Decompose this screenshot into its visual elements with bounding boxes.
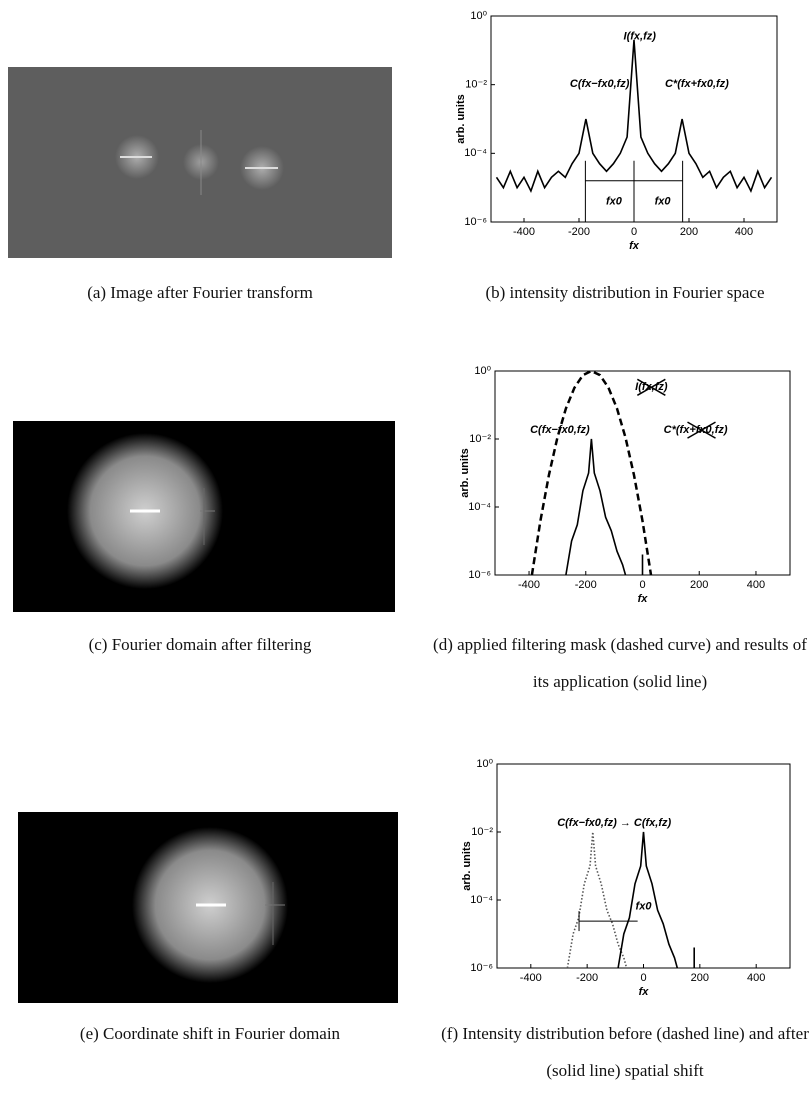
image-a (8, 67, 392, 258)
annotation: C*(fx+fx0,fz) (665, 78, 729, 90)
x-tick-label: 400 (747, 579, 765, 591)
y-tick-label: 10⁻⁶ (464, 216, 487, 228)
series-line (617, 831, 679, 969)
plot: 10⁰ 10⁻² 10⁻⁴ 10⁻⁶ -400 -200 0 200 400 arb. units… (461, 758, 791, 998)
cross (636, 378, 666, 396)
series-line (565, 438, 627, 576)
x-tick-label: 200 (690, 579, 708, 591)
series-line (566, 831, 628, 969)
cross (687, 421, 716, 439)
y-tick-label: 10⁻⁴ (464, 147, 487, 159)
caption: (f) Intensity distribution before (dashe… (441, 1024, 809, 1080)
image-c (13, 421, 395, 612)
annotation: fx0 (636, 901, 653, 913)
image-e (18, 812, 398, 1003)
x-tick-label: -400 (520, 972, 542, 984)
y-tick-label: 10⁰ (470, 10, 487, 22)
plot-frame (494, 370, 791, 576)
annotation: C*(fx+fx0,fz) (664, 424, 728, 436)
plot: 10⁰ 10⁻² 10⁻⁴ 10⁻⁶ -400 -200 0 200 400 arb. units… (459, 365, 791, 605)
y-axis-label: arb. units (455, 94, 467, 144)
annotation: fx0 (655, 195, 672, 207)
annotation: C(fx−fx0,fz) (530, 424, 590, 436)
caption: (a) Image after Fourier transform (87, 283, 313, 302)
plot: 10⁰ 10⁻² 10⁻⁴ 10⁻⁶ -400 -200 0 200 400 arb. units… (455, 10, 778, 252)
x-tick-label: 0 (640, 972, 646, 984)
y-axis-label: arb. units (459, 448, 471, 498)
x-tick-label: 0 (639, 579, 645, 591)
y-tick-label: 10⁻⁶ (470, 962, 493, 974)
x-axis-label: fx (639, 986, 650, 998)
x-tick-label: 200 (691, 972, 709, 984)
x-axis-label: fx (638, 593, 649, 605)
x-tick-label: 0 (631, 226, 637, 238)
x-tick-label: -400 (518, 579, 540, 591)
y-tick-label: 10⁻⁴ (470, 894, 493, 906)
y-tick-label: 10⁻² (471, 826, 493, 838)
annotation: fx0 (606, 195, 623, 207)
x-tick-label: 400 (747, 972, 765, 984)
x-tick-label: -200 (575, 579, 597, 591)
annotation: I(fx,fz) (624, 31, 657, 43)
y-axis-label: arb. units (461, 841, 473, 891)
y-tick-label: 10⁻⁴ (468, 501, 491, 513)
y-tick-label: 10⁻⁶ (468, 569, 491, 581)
annotation: C(fx−fx0,fz) → C(fx,fz) (557, 817, 671, 829)
x-tick-label: -200 (576, 972, 598, 984)
x-tick-label: -400 (513, 226, 535, 238)
y-tick-label: 10⁰ (476, 758, 493, 770)
caption: (c) Fourier domain after filtering (88, 635, 312, 654)
x-axis-label: fx (629, 240, 640, 252)
series-line (530, 369, 653, 576)
y-tick-label: 10⁻² (469, 433, 491, 445)
y-tick-label: 10⁻² (465, 79, 487, 91)
x-tick-label: 200 (680, 226, 698, 238)
annotation: C(fx−fx0,fz) (570, 78, 630, 90)
x-tick-label: -200 (568, 226, 590, 238)
caption: (e) Coordinate shift in Fourier domain (79, 1024, 341, 1043)
y-tick-label: 10⁰ (474, 365, 491, 377)
caption: (d) applied filtering mask (dashed curve… (433, 635, 807, 691)
plot-frame (496, 763, 791, 969)
series-line (495, 39, 773, 194)
caption: (b) intensity distribution in Fourier sp… (485, 283, 765, 302)
x-tick-label: 400 (735, 226, 753, 238)
